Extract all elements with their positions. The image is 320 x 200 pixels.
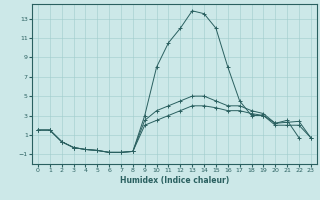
- X-axis label: Humidex (Indice chaleur): Humidex (Indice chaleur): [120, 176, 229, 185]
